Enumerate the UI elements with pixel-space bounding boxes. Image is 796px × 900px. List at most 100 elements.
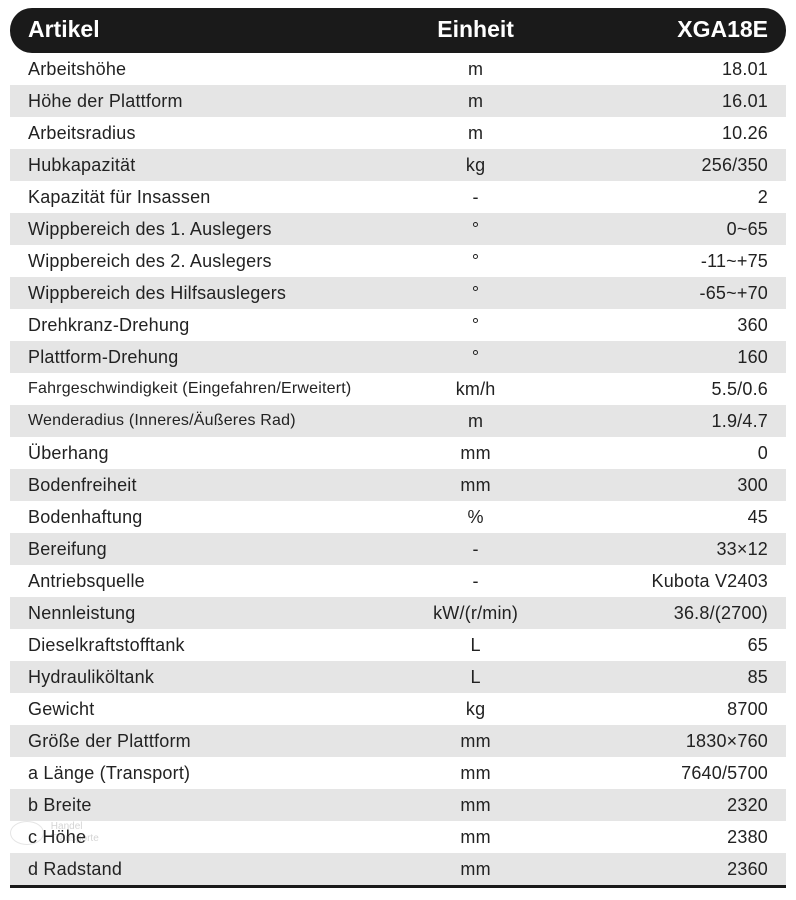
- cell-wert: 10.26: [553, 117, 786, 149]
- cell-artikel: Bodenfreiheit: [10, 469, 398, 501]
- table-row: Antriebsquelle-Kubota V2403: [10, 565, 786, 597]
- cell-wert: 2320: [553, 789, 786, 821]
- cell-wert: 33×12: [553, 533, 786, 565]
- table-row: a Länge (Transport)mm7640/5700: [10, 757, 786, 789]
- cell-einheit: L: [398, 629, 553, 661]
- cell-wert: 5.5/0.6: [553, 373, 786, 405]
- cell-wert: 85: [553, 661, 786, 693]
- cell-artikel: Antriebsquelle: [10, 565, 398, 597]
- bottom-rule: [10, 885, 786, 888]
- cell-einheit: kg: [398, 693, 553, 725]
- cell-wert: 45: [553, 501, 786, 533]
- cell-wert: 0~65: [553, 213, 786, 245]
- cell-artikel: Kapazität für Insassen: [10, 181, 398, 213]
- cell-artikel: Überhang: [10, 437, 398, 469]
- cell-einheit: -: [398, 565, 553, 597]
- cell-artikel: Bereifung: [10, 533, 398, 565]
- header-artikel: Artikel: [10, 8, 398, 53]
- header-einheit: Einheit: [398, 8, 553, 53]
- table-row: Hubkapazitätkg256/350: [10, 149, 786, 181]
- cell-artikel: Plattform-Drehung: [10, 341, 398, 373]
- cell-einheit: -: [398, 181, 553, 213]
- table-row: Fahrgeschwindigkeit (Eingefahren/Erweite…: [10, 373, 786, 405]
- table-row: Bodenfreiheitmm300: [10, 469, 786, 501]
- cell-einheit: m: [398, 405, 553, 437]
- cell-einheit: mm: [398, 853, 553, 885]
- cell-einheit: °: [398, 341, 553, 373]
- table-row: Bereifung-33×12: [10, 533, 786, 565]
- table-row: NennleistungkW/(r/min)36.8/(2700): [10, 597, 786, 629]
- cell-artikel: Hubkapazität: [10, 149, 398, 181]
- cell-artikel: Nennleistung: [10, 597, 398, 629]
- table-header-row: Artikel Einheit XGA18E: [10, 8, 786, 53]
- cell-artikel: a Länge (Transport): [10, 757, 398, 789]
- table-row: Gewichtkg8700: [10, 693, 786, 725]
- cell-einheit: mm: [398, 821, 553, 853]
- cell-wert: 18.01: [553, 53, 786, 85]
- cell-einheit: %: [398, 501, 553, 533]
- cell-artikel: Drehkranz-Drehung: [10, 309, 398, 341]
- table-row: Größe der Plattformmm1830×760: [10, 725, 786, 757]
- cell-artikel: b Breite: [10, 789, 398, 821]
- cell-einheit: kW/(r/min): [398, 597, 553, 629]
- cell-artikel: c Höhe: [10, 821, 398, 853]
- cell-wert: 65: [553, 629, 786, 661]
- cell-wert: 360: [553, 309, 786, 341]
- table-row: Wenderadius (Inneres/Äußeres Rad)m1.9/4.…: [10, 405, 786, 437]
- cell-wert: 8700: [553, 693, 786, 725]
- header-model: XGA18E: [553, 8, 786, 53]
- cell-einheit: °: [398, 213, 553, 245]
- cell-artikel: Arbeitshöhe: [10, 53, 398, 85]
- cell-einheit: °: [398, 245, 553, 277]
- cell-artikel: Bodenhaftung: [10, 501, 398, 533]
- cell-einheit: km/h: [398, 373, 553, 405]
- cell-artikel: Hydrauliköltank: [10, 661, 398, 693]
- cell-wert: 256/350: [553, 149, 786, 181]
- cell-artikel: Fahrgeschwindigkeit (Eingefahren/Erweite…: [10, 373, 398, 405]
- cell-wert: 36.8/(2700): [553, 597, 786, 629]
- table-row: Bodenhaftung%45: [10, 501, 786, 533]
- cell-artikel: Wippbereich des Hilfsauslegers: [10, 277, 398, 309]
- table-row: Kapazität für Insassen-2: [10, 181, 786, 213]
- table-row: Überhangmm0: [10, 437, 786, 469]
- table-row: Wippbereich des 1. Auslegers°0~65: [10, 213, 786, 245]
- cell-artikel: Wenderadius (Inneres/Äußeres Rad): [10, 405, 398, 437]
- table-row: Arbeitshöhem18.01: [10, 53, 786, 85]
- table-row: c Höhemm2380: [10, 821, 786, 853]
- cell-wert: 1830×760: [553, 725, 786, 757]
- table-row: Höhe der Plattformm16.01: [10, 85, 786, 117]
- cell-einheit: L: [398, 661, 553, 693]
- spec-table: Artikel Einheit XGA18E Arbeitshöhem18.01…: [10, 8, 786, 885]
- cell-artikel: Dieselkraftstofftank: [10, 629, 398, 661]
- cell-wert: 2: [553, 181, 786, 213]
- cell-artikel: Größe der Plattform: [10, 725, 398, 757]
- cell-einheit: °: [398, 309, 553, 341]
- cell-wert: 300: [553, 469, 786, 501]
- table-row: Drehkranz-Drehung°360: [10, 309, 786, 341]
- cell-einheit: kg: [398, 149, 553, 181]
- cell-einheit: m: [398, 117, 553, 149]
- table-body: Arbeitshöhem18.01Höhe der Plattformm16.0…: [10, 53, 786, 885]
- cell-wert: -11~+75: [553, 245, 786, 277]
- cell-einheit: mm: [398, 469, 553, 501]
- cell-einheit: mm: [398, 789, 553, 821]
- cell-einheit: m: [398, 85, 553, 117]
- cell-wert: 2360: [553, 853, 786, 885]
- cell-wert: 7640/5700: [553, 757, 786, 789]
- cell-einheit: -: [398, 533, 553, 565]
- table-row: Wippbereich des Hilfsauslegers°-65~+70: [10, 277, 786, 309]
- cell-einheit: mm: [398, 757, 553, 789]
- table-row: Wippbereich des 2. Auslegers°-11~+75: [10, 245, 786, 277]
- cell-einheit: m: [398, 53, 553, 85]
- table-row: HydrauliköltankL85: [10, 661, 786, 693]
- cell-wert: 1.9/4.7: [553, 405, 786, 437]
- table-row: Plattform-Drehung°160: [10, 341, 786, 373]
- cell-wert: 160: [553, 341, 786, 373]
- cell-wert: 0: [553, 437, 786, 469]
- cell-einheit: °: [398, 277, 553, 309]
- cell-artikel: Höhe der Plattform: [10, 85, 398, 117]
- cell-artikel: Wippbereich des 2. Auslegers: [10, 245, 398, 277]
- cell-artikel: d Radstand: [10, 853, 398, 885]
- cell-artikel: Gewicht: [10, 693, 398, 725]
- cell-wert: Kubota V2403: [553, 565, 786, 597]
